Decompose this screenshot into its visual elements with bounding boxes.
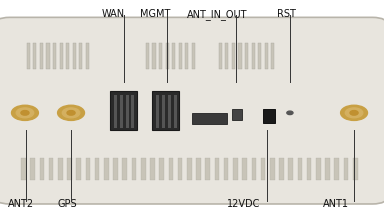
Text: WAN: WAN [102, 9, 125, 19]
Bar [27, 43, 30, 69]
Text: ANT1: ANT1 [323, 199, 349, 209]
Bar [168, 95, 171, 128]
Bar [131, 95, 134, 128]
Bar [120, 95, 123, 128]
Text: 12VDC: 12VDC [227, 199, 260, 209]
Bar [159, 43, 162, 69]
Bar [40, 158, 44, 180]
Bar [252, 158, 256, 180]
Bar [166, 43, 169, 69]
Bar [316, 158, 321, 180]
Circle shape [21, 111, 29, 115]
Bar [156, 95, 159, 128]
Bar [219, 43, 222, 69]
Bar [66, 43, 69, 69]
Bar [146, 43, 149, 69]
Bar [152, 91, 179, 130]
Bar [245, 43, 248, 69]
Bar [334, 158, 339, 180]
Bar [40, 43, 43, 69]
Bar [288, 158, 293, 180]
Bar [263, 108, 275, 123]
Bar [104, 158, 109, 180]
Bar [270, 158, 275, 180]
Bar [185, 43, 188, 69]
Bar [232, 108, 242, 120]
Bar [67, 158, 72, 180]
Circle shape [62, 108, 80, 118]
Bar [49, 158, 53, 180]
Bar [114, 95, 117, 128]
Bar [58, 158, 63, 180]
Circle shape [345, 108, 363, 118]
Bar [162, 95, 165, 128]
Bar [79, 43, 82, 69]
Bar [46, 43, 50, 69]
Bar [172, 43, 175, 69]
Bar [344, 158, 348, 180]
Bar [224, 158, 228, 180]
Bar [95, 158, 99, 180]
FancyBboxPatch shape [0, 17, 384, 204]
Bar [113, 158, 118, 180]
Bar [279, 158, 284, 180]
Text: GPS: GPS [57, 199, 77, 209]
Bar [21, 158, 26, 180]
Bar [215, 158, 219, 180]
Bar [192, 113, 227, 124]
Bar [258, 43, 261, 69]
Bar [169, 158, 173, 180]
Bar [179, 43, 182, 69]
Circle shape [58, 105, 84, 120]
Bar [353, 158, 358, 180]
Bar [205, 158, 210, 180]
Bar [261, 158, 265, 180]
Bar [192, 43, 195, 69]
Bar [110, 91, 137, 130]
Bar [159, 158, 164, 180]
Bar [73, 43, 76, 69]
Bar [187, 158, 192, 180]
Bar [232, 43, 235, 69]
Bar [178, 158, 182, 180]
Bar [141, 158, 146, 180]
Bar [233, 158, 238, 180]
Circle shape [16, 108, 34, 118]
Text: ANT2: ANT2 [8, 199, 34, 209]
Bar [242, 158, 247, 180]
Text: RST: RST [276, 9, 296, 19]
Bar [132, 158, 136, 180]
Bar [33, 43, 36, 69]
Bar [86, 43, 89, 69]
Bar [76, 158, 81, 180]
Bar [174, 95, 177, 128]
Bar [325, 158, 330, 180]
Bar [152, 43, 156, 69]
Circle shape [350, 111, 358, 115]
Circle shape [67, 111, 75, 115]
Bar [53, 43, 56, 69]
Bar [238, 43, 242, 69]
Bar [86, 158, 90, 180]
Text: ANT_IN_OUT: ANT_IN_OUT [187, 9, 247, 20]
Circle shape [341, 105, 367, 120]
Bar [307, 158, 311, 180]
Bar [122, 158, 127, 180]
Bar [252, 43, 255, 69]
Bar [196, 158, 201, 180]
Bar [225, 43, 228, 69]
Bar [126, 95, 129, 128]
Bar [298, 158, 302, 180]
Circle shape [287, 111, 293, 115]
Bar [265, 43, 268, 69]
Text: MGMT: MGMT [140, 9, 171, 19]
Bar [60, 43, 63, 69]
Bar [30, 158, 35, 180]
Bar [150, 158, 155, 180]
Circle shape [12, 105, 38, 120]
Bar [271, 43, 274, 69]
